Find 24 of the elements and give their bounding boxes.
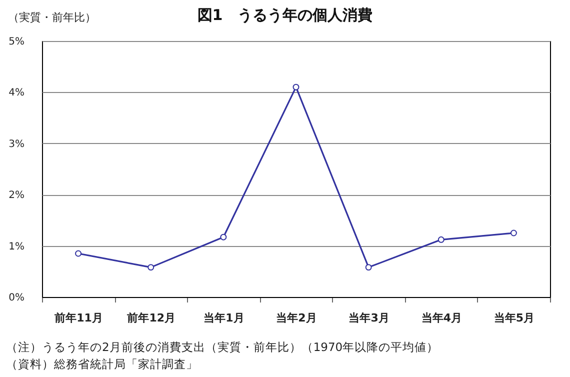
- x-tick-label: 当年4月: [421, 312, 462, 324]
- point: [148, 264, 154, 271]
- point: [438, 236, 444, 243]
- x-tick-label: 当年2月: [276, 312, 317, 324]
- y-tick-label: 4%: [8, 88, 24, 99]
- y-tick-label: 5%: [8, 36, 24, 48]
- y-tick-label: 2%: [8, 190, 24, 202]
- point: [510, 230, 517, 236]
- x-tick-label: 当年1月: [204, 312, 244, 324]
- text: （資料）総務省統計局「家計調査」: [5, 356, 199, 373]
- point: [292, 84, 300, 90]
- y-tick-label: 1%: [8, 241, 24, 252]
- chart-title: 図1 うるう年の個人消費: [197, 6, 373, 24]
- y-axis-title: （実質・前年比）: [8, 10, 96, 25]
- x-tick-label: 当年3月: [348, 312, 390, 324]
- x-tick-label: 前年11月: [54, 312, 103, 324]
- point: [365, 264, 372, 271]
- text: （注）うるう年の2月前後の消費支出（実質・前年比）（1970年以降の平均値）: [5, 339, 440, 356]
- x-tick-label: 前年12月: [126, 312, 176, 324]
- x-tick-label: 当年5月: [494, 312, 535, 324]
- y-tick-label: 0%: [8, 292, 24, 304]
- point: [75, 250, 82, 257]
- y-tick-label: 3%: [8, 138, 24, 150]
- point: [220, 234, 227, 240]
